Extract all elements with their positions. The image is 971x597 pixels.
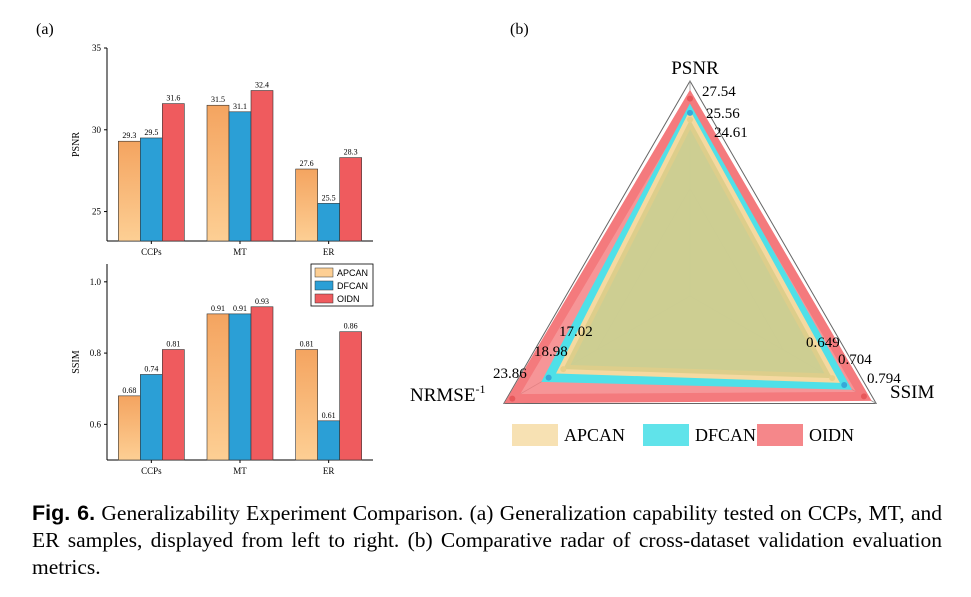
radar-point-oidn bbox=[860, 393, 867, 400]
data-label: 0.91 bbox=[233, 304, 247, 313]
x-tick-label: CCPs bbox=[141, 247, 162, 257]
ssim-bar-chart: 0.6 0.8 1.0 SSIM CCPs 0.68 0.74 0.81 MT 0.91 0.91 0… bbox=[71, 263, 374, 476]
panel-label-a: (a) bbox=[36, 21, 54, 38]
radar-chart: PSNR SSIM NRMSE-1 27.54 25.56 24.61 0.6490.704… bbox=[410, 58, 934, 446]
bar-oidn bbox=[339, 157, 362, 242]
data-label: 0.81 bbox=[166, 340, 180, 349]
radar-value-label: 0.794 bbox=[867, 371, 901, 387]
radar-point-apcan bbox=[687, 116, 693, 123]
data-label: 29.5 bbox=[144, 128, 158, 137]
legend-swatch-apcan bbox=[314, 267, 334, 278]
radar-point-oidn bbox=[509, 395, 516, 402]
bar-apcan bbox=[295, 349, 318, 461]
radar-legend-label: APCAN bbox=[564, 425, 625, 445]
data-label: 0.91 bbox=[211, 304, 225, 313]
radar-area-apcan-fill bbox=[563, 119, 833, 379]
bar-dfcan bbox=[317, 420, 340, 461]
bar-dfcan bbox=[140, 137, 163, 242]
x-tick-label: ER bbox=[323, 247, 335, 257]
data-label: 27.6 bbox=[300, 159, 314, 168]
radar-value-label: 17.02 bbox=[559, 324, 593, 340]
x-tick-label: MT bbox=[233, 466, 247, 476]
radar-point-apcan bbox=[829, 375, 836, 382]
y-tick-label: 0.6 bbox=[90, 419, 102, 429]
data-label: 31.5 bbox=[211, 95, 225, 104]
data-label: 0.68 bbox=[122, 386, 136, 395]
radar-point-dfcan bbox=[545, 374, 552, 381]
bar-dfcan bbox=[228, 111, 252, 242]
radar-value-label: 25.56 bbox=[706, 106, 740, 122]
legend-label: DFCAN bbox=[337, 281, 368, 291]
radar-legend-label: OIDN bbox=[809, 425, 854, 445]
data-label: 31.1 bbox=[233, 102, 247, 111]
y-tick-label: 30 bbox=[92, 125, 102, 135]
figure-caption: Fig. 6. Generalizability Experiment Comp… bbox=[32, 500, 942, 581]
bar-dfcan bbox=[317, 203, 340, 242]
radar-value-label: 24.61 bbox=[714, 125, 748, 141]
bar-apcan bbox=[295, 168, 318, 242]
bar-oidn bbox=[162, 349, 185, 461]
y-tick-label: 25 bbox=[92, 207, 102, 217]
radar-value-label: 23.86 bbox=[493, 366, 527, 382]
caption-text: Generalizability Experiment Comparison. … bbox=[32, 501, 942, 579]
x-tick-label: MT bbox=[233, 247, 247, 257]
data-label: 0.86 bbox=[344, 322, 358, 331]
x-tick-label: ER bbox=[323, 466, 335, 476]
axis-title-nrmse: NRMSE-1 bbox=[410, 382, 485, 406]
bar-dfcan bbox=[228, 313, 252, 461]
bar-oidn bbox=[162, 103, 185, 242]
y-axis-label: SSIM bbox=[71, 350, 82, 373]
radar-legend-swatch-dfcan bbox=[643, 424, 689, 446]
y-tick-label: 1.0 bbox=[90, 277, 102, 287]
x-tick-label: CCPs bbox=[141, 466, 162, 476]
axis-title-psnr: PSNR bbox=[671, 58, 719, 79]
legend-label: APCAN bbox=[337, 268, 368, 278]
y-axis-label: PSNR bbox=[71, 132, 82, 157]
radar-legend-swatch-apcan bbox=[512, 424, 558, 446]
y-tick-label: 0.8 bbox=[90, 348, 102, 358]
radar-legend-label: DFCAN bbox=[695, 425, 756, 445]
caption-label: Fig. 6. bbox=[32, 501, 96, 525]
data-label: 0.93 bbox=[255, 297, 269, 306]
data-label: 0.61 bbox=[322, 411, 336, 420]
radar-value-label: 0.649 bbox=[806, 335, 840, 351]
bar-oidn bbox=[250, 90, 274, 242]
data-label: 29.3 bbox=[122, 131, 136, 140]
radar-value-label: 18.98 bbox=[534, 344, 568, 360]
bar-apcan bbox=[118, 140, 141, 242]
radar-legend-swatch-oidn bbox=[757, 424, 803, 446]
data-label: 28.3 bbox=[344, 148, 358, 157]
radar-point-dfcan bbox=[841, 382, 848, 389]
data-label: 31.6 bbox=[166, 94, 180, 103]
axis-title-superscript: -1 bbox=[475, 382, 485, 396]
radar-point-apcan bbox=[560, 366, 567, 373]
legend-label: OIDN bbox=[337, 294, 360, 304]
psnr-bar-chart: 25 30 35 PSNR CCPs 29.3 29.5 31.6 MT 31.5 31.1 32.4… bbox=[71, 43, 373, 257]
radar-value-label: 0.704 bbox=[838, 352, 872, 368]
data-label: 0.81 bbox=[300, 340, 314, 349]
y-tick-label: 35 bbox=[92, 43, 102, 53]
panel-label-b: (b) bbox=[510, 21, 529, 38]
bar-apcan bbox=[118, 395, 141, 461]
radar-value-label: 27.54 bbox=[702, 84, 736, 100]
radar-point-oidn bbox=[687, 95, 693, 102]
data-label: 0.74 bbox=[144, 364, 158, 373]
data-label: 32.4 bbox=[255, 81, 269, 90]
bar-oidn bbox=[250, 306, 274, 461]
radar-point-dfcan bbox=[687, 109, 693, 116]
figure: (a) (b) 25 30 35 PSNR CCPs 29.3 29.5 31.6 MT 31.5… bbox=[36, 21, 934, 476]
data-label: 25.5 bbox=[322, 193, 336, 202]
axis-title-ssim: SSIM bbox=[890, 382, 934, 403]
legend-swatch-dfcan bbox=[314, 280, 334, 291]
bar-dfcan bbox=[140, 374, 163, 461]
bar-oidn bbox=[339, 331, 362, 461]
legend-swatch-oidn bbox=[314, 293, 334, 304]
bar-apcan bbox=[206, 313, 230, 461]
bar-apcan bbox=[206, 104, 230, 242]
